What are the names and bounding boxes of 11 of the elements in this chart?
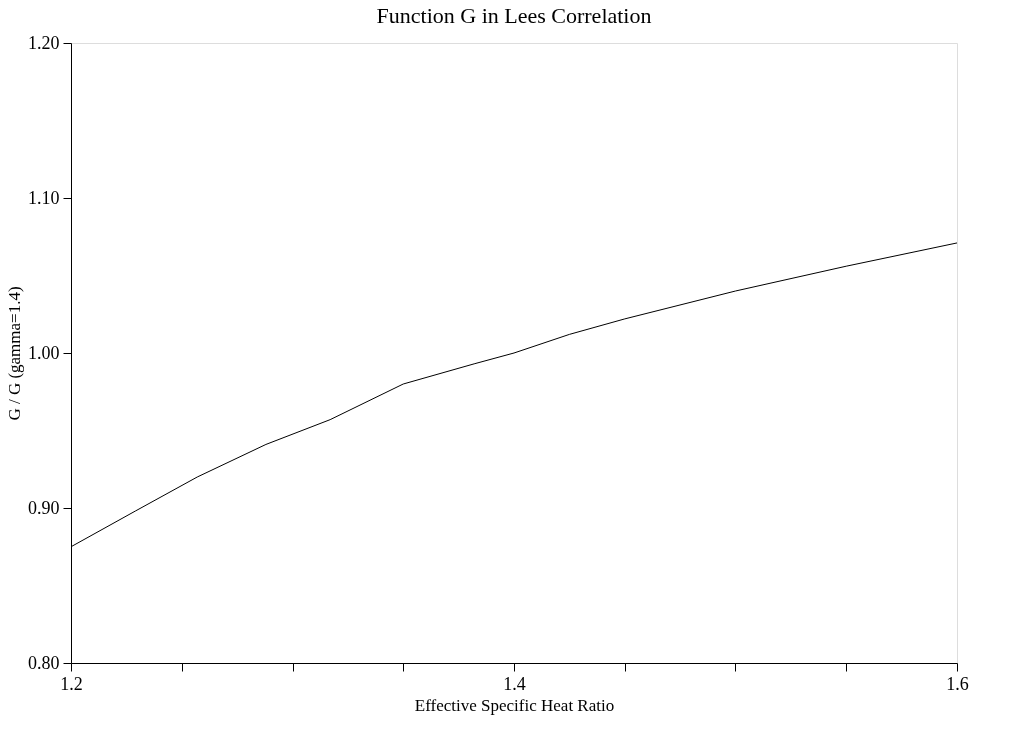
x-tick-label: 1.2 bbox=[60, 673, 83, 694]
x-tick-label: 1.6 bbox=[946, 673, 969, 694]
x-axis-title: Effective Specific Heat Ratio bbox=[414, 695, 615, 715]
x-tick-label: 1.4 bbox=[503, 673, 526, 694]
y-tick-label: 0.80 bbox=[28, 652, 60, 673]
chart-title: Function G in Lees Correlation bbox=[376, 3, 652, 28]
y-tick-label: 1.00 bbox=[28, 342, 60, 363]
y-tick-label: 0.90 bbox=[28, 497, 60, 518]
y-tick-label: 1.20 bbox=[28, 32, 60, 53]
y-tick-label: 1.10 bbox=[28, 187, 60, 208]
y-axis-title: G / G (gamma=1.4) bbox=[5, 286, 24, 421]
